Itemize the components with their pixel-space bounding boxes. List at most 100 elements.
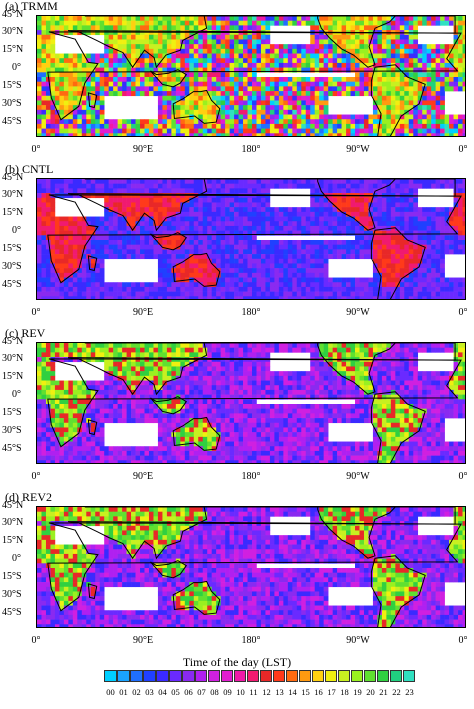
heatmap-cell (140, 44, 145, 50)
heatmap-cell (269, 207, 275, 213)
heatmap-cell (435, 58, 441, 64)
heatmap-cell (153, 188, 159, 194)
heatmap-cell (238, 16, 244, 21)
heatmap-cell (126, 53, 132, 59)
heatmap-cell (395, 100, 401, 106)
heatmap-cell (171, 58, 177, 64)
heatmap-cell (440, 48, 445, 54)
heatmap-cell (140, 211, 145, 217)
heatmap-cell (162, 230, 168, 236)
heatmap-cell (386, 114, 392, 120)
heatmap-cell (310, 67, 316, 73)
heatmap-cell (175, 105, 181, 111)
heatmap-cell (68, 95, 74, 101)
heatmap-cell (292, 347, 298, 353)
heatmap-cell (184, 20, 190, 26)
heatmap-cell (323, 133, 329, 136)
heatmap-cell (68, 240, 74, 245)
heatmap-cell (99, 128, 105, 134)
heatmap-cell (269, 119, 275, 125)
heatmap-cell (265, 119, 271, 125)
heatmap-cell (381, 77, 387, 82)
heatmap-cell (220, 34, 226, 40)
heatmap-cell (77, 133, 83, 136)
heatmap-cell (216, 249, 221, 255)
heatmap-cell (59, 91, 65, 97)
heatmap-cell (359, 77, 365, 82)
heatmap-cell (305, 258, 311, 264)
heatmap-cell (202, 207, 208, 213)
heatmap-cell (229, 133, 235, 136)
heatmap-cell (175, 249, 181, 255)
heatmap-cell (247, 249, 253, 255)
heatmap-cell (323, 366, 329, 372)
heatmap-cell (278, 123, 284, 129)
heatmap-cell (426, 72, 432, 78)
heatmap-cell (166, 347, 172, 353)
heatmap-cell (68, 235, 74, 241)
heatmap-cell (323, 39, 329, 45)
heatmap-cell (328, 207, 333, 213)
heatmap-cell (229, 235, 235, 241)
heatmap-cell (207, 183, 212, 189)
heatmap-cell (440, 211, 445, 217)
heatmap-cell (274, 343, 280, 348)
heatmap-cell (77, 72, 83, 78)
heatmap-cell (95, 230, 101, 236)
heatmap-cell (453, 86, 459, 92)
heatmap-cell (140, 216, 145, 222)
heatmap-cell (377, 72, 383, 78)
heatmap-cell (314, 216, 320, 222)
heatmap-cell (301, 249, 307, 255)
heatmap-cell (319, 211, 324, 217)
heatmap-cell (260, 343, 266, 348)
heatmap-cell (413, 128, 419, 134)
heatmap-cell (449, 81, 454, 87)
heatmap-cell (113, 347, 118, 353)
heatmap-cell (184, 179, 190, 184)
heatmap-cell (399, 105, 405, 111)
heatmap-cell (193, 240, 199, 245)
heatmap-cell (198, 268, 204, 274)
heatmap-cell (408, 72, 414, 78)
heatmap-cell (408, 282, 414, 288)
heatmap-cell (234, 291, 239, 297)
heatmap-cell (59, 193, 65, 199)
heatmap-cell (50, 277, 56, 283)
heatmap-cell (41, 282, 47, 288)
heatmap-cell (359, 221, 365, 227)
heatmap-cell (175, 114, 181, 120)
heatmap-cell (265, 352, 271, 358)
heatmap-cell (184, 211, 190, 217)
heatmap-cell (314, 230, 320, 236)
heatmap-cell (207, 25, 212, 31)
heatmap-cell (148, 254, 154, 260)
heatmap-cell (372, 179, 378, 184)
heatmap-cell (59, 272, 65, 278)
heatmap-cell (72, 72, 78, 78)
heatmap-cell (95, 277, 101, 283)
heatmap-cell (390, 86, 396, 92)
heatmap-cell (381, 39, 387, 45)
heatmap-cell (314, 240, 320, 245)
heatmap-cell (278, 119, 284, 125)
heatmap-cell (323, 361, 329, 367)
heatmap-cell (292, 258, 298, 264)
heatmap-cell (216, 225, 221, 231)
heatmap-cell (144, 343, 150, 348)
heatmap-cell (283, 62, 289, 68)
heatmap-cell (189, 272, 195, 278)
heatmap-cell (372, 277, 378, 283)
heatmap-cell (180, 207, 186, 213)
heatmap-cell (440, 86, 445, 92)
heatmap-cell (175, 258, 181, 264)
heatmap-cell (90, 258, 96, 264)
heatmap-cell (122, 211, 127, 217)
heatmap-cell (390, 34, 396, 40)
heatmap-cell (372, 202, 378, 208)
heatmap-cell (144, 221, 150, 227)
heatmap-cell (435, 296, 441, 299)
heatmap-cell (198, 25, 204, 31)
heatmap-cell (234, 183, 239, 189)
heatmap-cell (175, 58, 181, 64)
